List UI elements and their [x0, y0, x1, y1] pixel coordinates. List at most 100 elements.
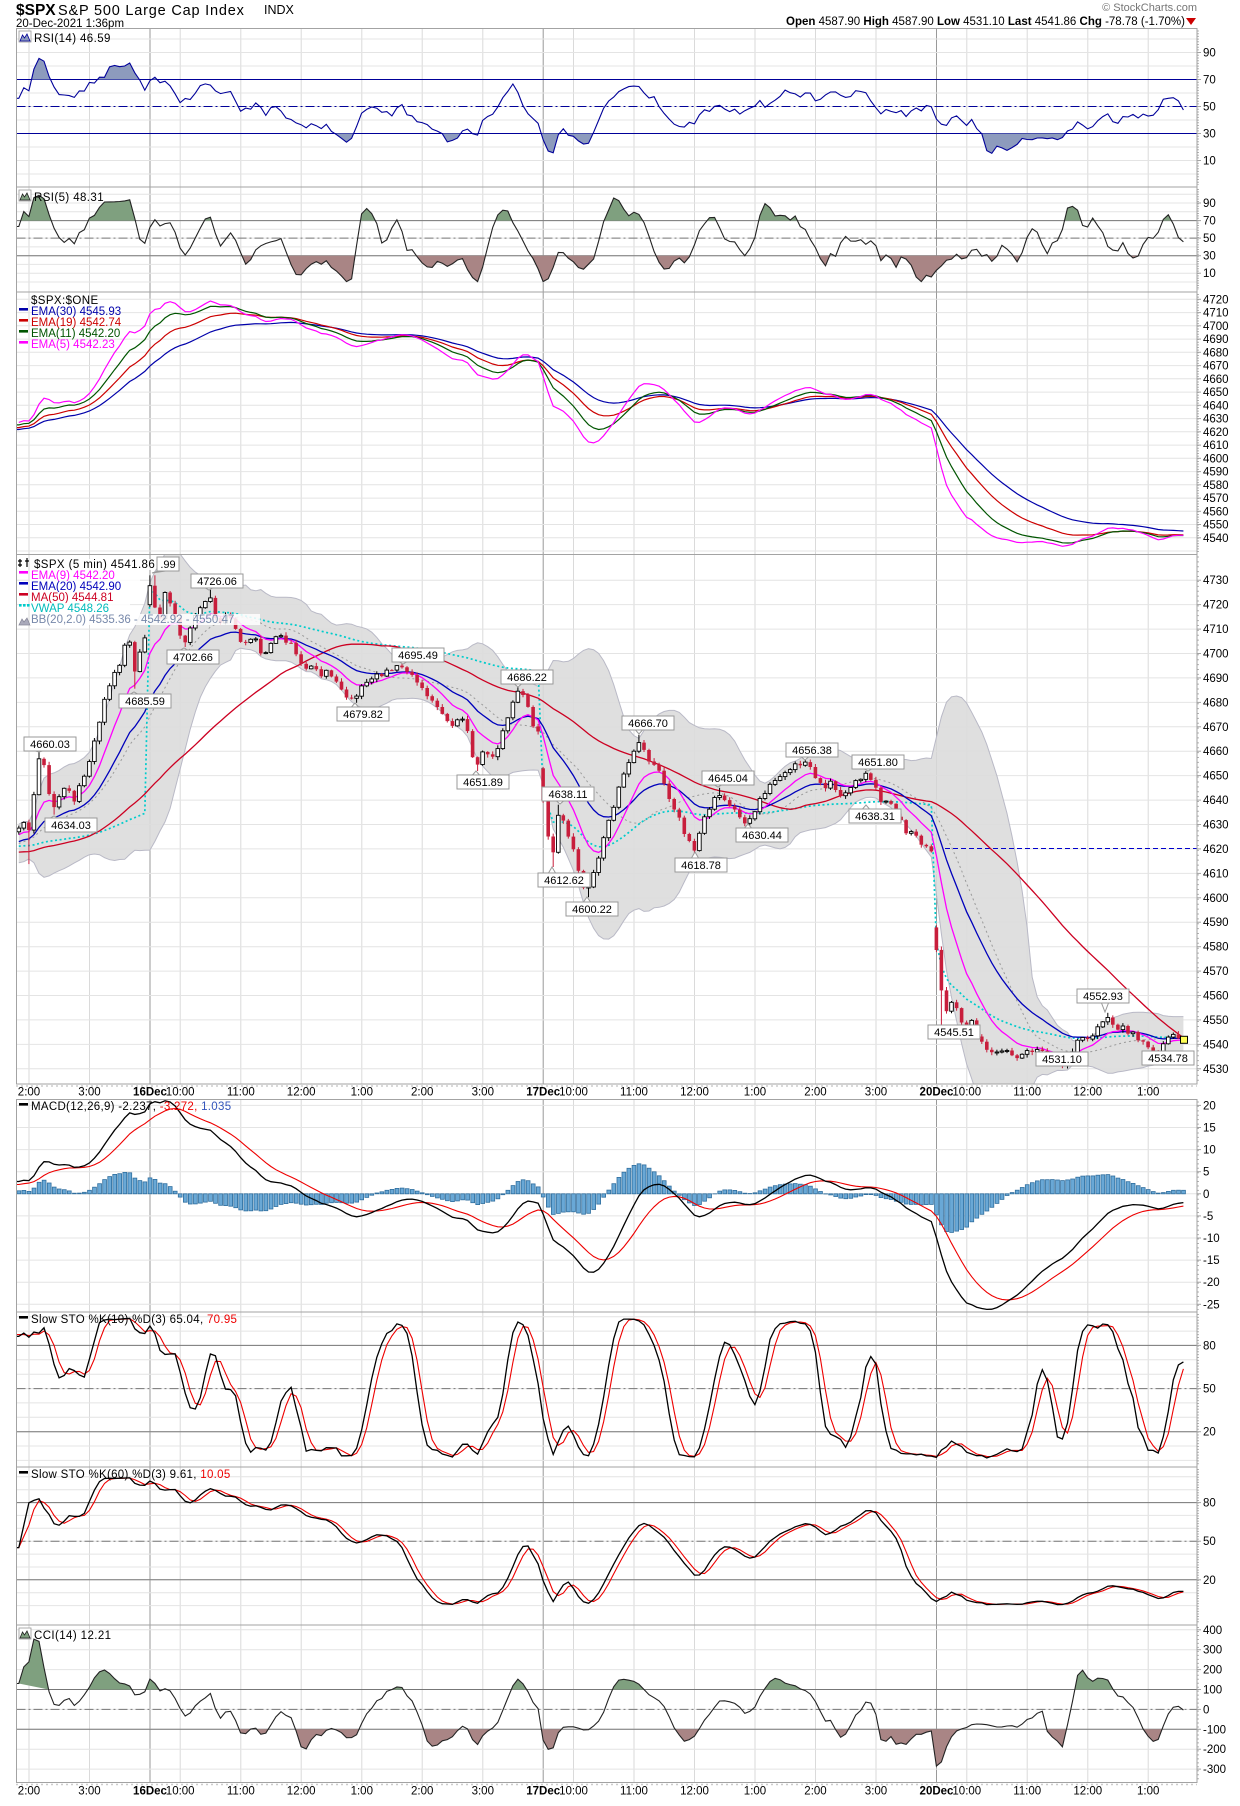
- svg-text:4612.62: 4612.62: [544, 875, 584, 887]
- svg-text:4610: 4610: [1203, 440, 1229, 452]
- svg-text:S&P 500 Large Cap Index: S&P 500 Large Cap Index: [58, 3, 245, 19]
- svg-text:11:00: 11:00: [1013, 1786, 1041, 1798]
- svg-text:4600.22: 4600.22: [572, 904, 612, 916]
- svg-text:10:00: 10:00: [166, 1087, 195, 1099]
- svg-text:11:00: 11:00: [1013, 1087, 1041, 1099]
- svg-text:4600: 4600: [1203, 893, 1229, 905]
- svg-text:Slow STO %K(60) %D(3) 9.61, 10: Slow STO %K(60) %D(3) 9.61, 10.05: [31, 1469, 231, 1481]
- svg-text:4660: 4660: [1203, 746, 1229, 758]
- svg-text:4700: 4700: [1203, 321, 1229, 333]
- svg-text:4700: 4700: [1203, 649, 1229, 661]
- svg-text:200: 200: [1203, 1665, 1222, 1677]
- svg-text:4560: 4560: [1203, 506, 1229, 518]
- svg-text:MACD(12,26,9) -2.237, -3.272,: MACD(12,26,9) -2.237, -3.272, 1.035: [31, 1101, 231, 1113]
- svg-text:4530: 4530: [1203, 1064, 1229, 1076]
- svg-text:10:00: 10:00: [952, 1786, 981, 1798]
- svg-text:4634.03: 4634.03: [51, 820, 91, 832]
- svg-text:4660: 4660: [1203, 374, 1229, 386]
- svg-text:4590: 4590: [1203, 917, 1229, 929]
- svg-text:400: 400: [1203, 1625, 1222, 1637]
- svg-text:4720: 4720: [1203, 294, 1229, 306]
- svg-text:90: 90: [1203, 198, 1216, 210]
- svg-text:16Dec: 16Dec: [133, 1087, 167, 1099]
- svg-text:11:00: 11:00: [620, 1786, 648, 1798]
- svg-text:4620: 4620: [1203, 844, 1229, 856]
- svg-text:12:00: 12:00: [287, 1087, 316, 1099]
- svg-text:50: 50: [1203, 102, 1216, 114]
- svg-text:4702.66: 4702.66: [173, 652, 213, 664]
- svg-text:3:00: 3:00: [78, 1087, 100, 1099]
- svg-text:4680: 4680: [1203, 697, 1229, 709]
- svg-text:-20: -20: [1203, 1277, 1220, 1289]
- svg-text:4730: 4730: [1203, 575, 1229, 587]
- svg-text:4670: 4670: [1203, 722, 1229, 734]
- svg-text:10: 10: [1203, 268, 1216, 280]
- svg-text:2:00: 2:00: [411, 1786, 433, 1798]
- svg-text:4660.03: 4660.03: [30, 739, 70, 751]
- svg-text:-15: -15: [1203, 1255, 1220, 1267]
- svg-text:4645.04: 4645.04: [708, 773, 748, 785]
- svg-text:15: 15: [1203, 1123, 1216, 1135]
- svg-text:20: 20: [1203, 1575, 1216, 1587]
- svg-text:20-Dec-2021 1:36pm: 20-Dec-2021 1:36pm: [16, 18, 124, 30]
- svg-text:1:00: 1:00: [744, 1786, 766, 1798]
- svg-text:4570: 4570: [1203, 493, 1229, 505]
- svg-text:30: 30: [1203, 251, 1216, 263]
- svg-text:20Dec: 20Dec: [920, 1087, 954, 1099]
- svg-text:2:00: 2:00: [18, 1786, 40, 1798]
- svg-text:BB(20,2.0) 4535.36 - 4542.92 -: BB(20,2.0) 4535.36 - 4542.92 - 4550.47: [31, 614, 234, 626]
- svg-text:1:00: 1:00: [1137, 1087, 1159, 1099]
- svg-text:11:00: 11:00: [227, 1087, 255, 1099]
- svg-text:50: 50: [1203, 1384, 1216, 1396]
- svg-text:4618.78: 4618.78: [681, 860, 721, 872]
- svg-text:4590: 4590: [1203, 467, 1229, 479]
- svg-text:4600: 4600: [1203, 453, 1229, 465]
- svg-text:4679.82: 4679.82: [343, 709, 383, 721]
- svg-text:RSI(5) 48.31: RSI(5) 48.31: [34, 192, 104, 204]
- svg-text:0: 0: [1203, 1189, 1209, 1201]
- svg-text:4720: 4720: [1203, 600, 1229, 612]
- svg-text:4651.80: 4651.80: [858, 757, 898, 769]
- svg-text:80: 80: [1203, 1340, 1216, 1352]
- svg-text:-5: -5: [1203, 1211, 1213, 1223]
- svg-text:4630: 4630: [1203, 820, 1229, 832]
- svg-text:17Dec: 17Dec: [526, 1087, 560, 1099]
- svg-text:4545.51: 4545.51: [934, 1027, 974, 1039]
- svg-text:4726.06: 4726.06: [197, 576, 237, 588]
- svg-text:4630.44: 4630.44: [742, 830, 782, 842]
- svg-text:2:00: 2:00: [804, 1087, 826, 1099]
- svg-text:4610: 4610: [1203, 868, 1229, 880]
- svg-text:4685.59: 4685.59: [125, 696, 165, 708]
- svg-text:4531.10: 4531.10: [1042, 1054, 1082, 1066]
- svg-text:12:00: 12:00: [680, 1786, 709, 1798]
- svg-text:4650: 4650: [1203, 387, 1229, 399]
- svg-text:CCI(14) 12.21: CCI(14) 12.21: [34, 1630, 111, 1642]
- svg-text:2:00: 2:00: [18, 1087, 40, 1099]
- svg-text:10: 10: [1203, 1145, 1216, 1157]
- svg-text:.99: .99: [160, 559, 175, 571]
- svg-text:4666.70: 4666.70: [628, 718, 668, 730]
- svg-text:4620: 4620: [1203, 427, 1229, 439]
- svg-text:100: 100: [1203, 1685, 1222, 1697]
- svg-text:4638.11: 4638.11: [549, 789, 588, 801]
- svg-text:4580: 4580: [1203, 942, 1229, 954]
- svg-text:Slow STO %K(10) %D(3) 65.04, 7: Slow STO %K(10) %D(3) 65.04, 70.95: [31, 1314, 237, 1326]
- svg-text:4540: 4540: [1203, 1039, 1229, 1051]
- svg-text:20: 20: [1203, 1427, 1216, 1439]
- svg-text:12:00: 12:00: [287, 1786, 316, 1798]
- svg-text:3:00: 3:00: [865, 1786, 887, 1798]
- svg-text:20: 20: [1203, 1100, 1216, 1112]
- svg-text:10:00: 10:00: [559, 1087, 588, 1099]
- svg-text:4710: 4710: [1203, 308, 1229, 320]
- svg-text:70: 70: [1203, 216, 1216, 228]
- svg-text:300: 300: [1203, 1645, 1222, 1657]
- svg-text:4552.93: 4552.93: [1083, 991, 1123, 1003]
- svg-text:-200: -200: [1203, 1744, 1226, 1756]
- svg-text:12:00: 12:00: [680, 1087, 709, 1099]
- svg-text:Open 4587.90 High 4587.90 Low: Open 4587.90 High 4587.90 Low 4531.10 La…: [786, 16, 1185, 28]
- svg-text:4640: 4640: [1203, 400, 1229, 412]
- svg-text:4710: 4710: [1203, 624, 1229, 636]
- svg-text:4570: 4570: [1203, 966, 1229, 978]
- svg-text:4550: 4550: [1203, 520, 1229, 532]
- svg-text:© StockCharts.com: © StockCharts.com: [1102, 2, 1197, 14]
